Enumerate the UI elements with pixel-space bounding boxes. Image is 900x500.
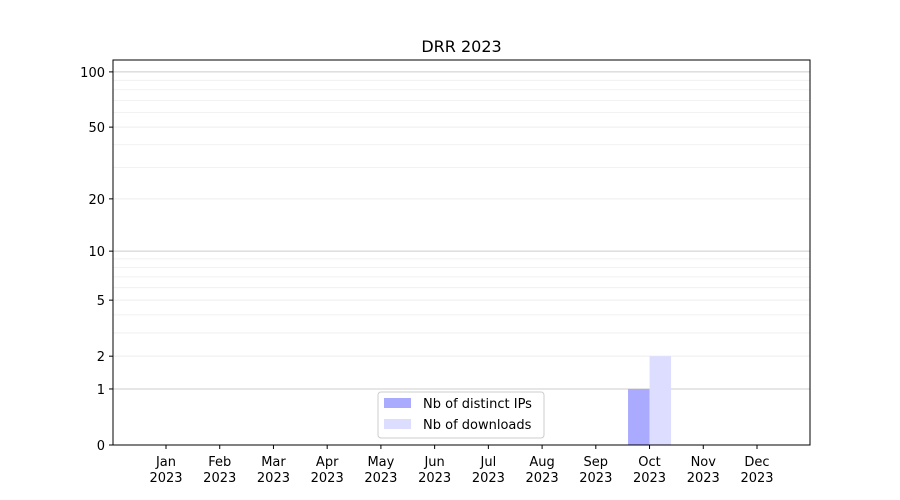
x-tick-label: Jun 2023 (418, 455, 451, 486)
legend-swatch (384, 398, 411, 408)
chart-title: DRR 2023 (421, 37, 501, 56)
legend-label: Nb of downloads (423, 418, 532, 433)
legend (377, 391, 545, 439)
x-tick-label: Oct 2023 (633, 455, 666, 486)
x-tick-label: Aug 2023 (526, 455, 559, 486)
y-tick-label: 1 (97, 383, 105, 398)
x-tick-label: Mar 2023 (257, 455, 290, 486)
x-tick-label: Jan 2023 (149, 455, 182, 486)
bar-1 (649, 356, 672, 445)
x-tick-label: Feb 2023 (203, 455, 236, 486)
y-tick-label: 5 (97, 294, 105, 309)
x-tick-label: Jul 2023 (472, 455, 505, 486)
legend-swatch (384, 419, 411, 429)
y-tick-label: 2 (97, 350, 105, 365)
y-tick-label: 100 (80, 66, 105, 81)
x-tick-label: Apr 2023 (311, 455, 344, 486)
y-tick-label: 50 (88, 121, 105, 136)
bar-0 (628, 388, 650, 445)
y-tick-label: 20 (88, 193, 105, 208)
x-tick-label: May 2023 (364, 455, 397, 486)
x-tick-label: Dec 2023 (740, 455, 773, 486)
x-tick-label: Nov 2023 (687, 455, 720, 486)
x-tick-label: Sep 2023 (579, 455, 612, 486)
y-tick-label: 0 (97, 439, 105, 454)
legend-label: Nb of distinct IPs (423, 397, 532, 412)
axes-frame (112, 59, 811, 446)
y-tick-label: 10 (88, 245, 105, 260)
